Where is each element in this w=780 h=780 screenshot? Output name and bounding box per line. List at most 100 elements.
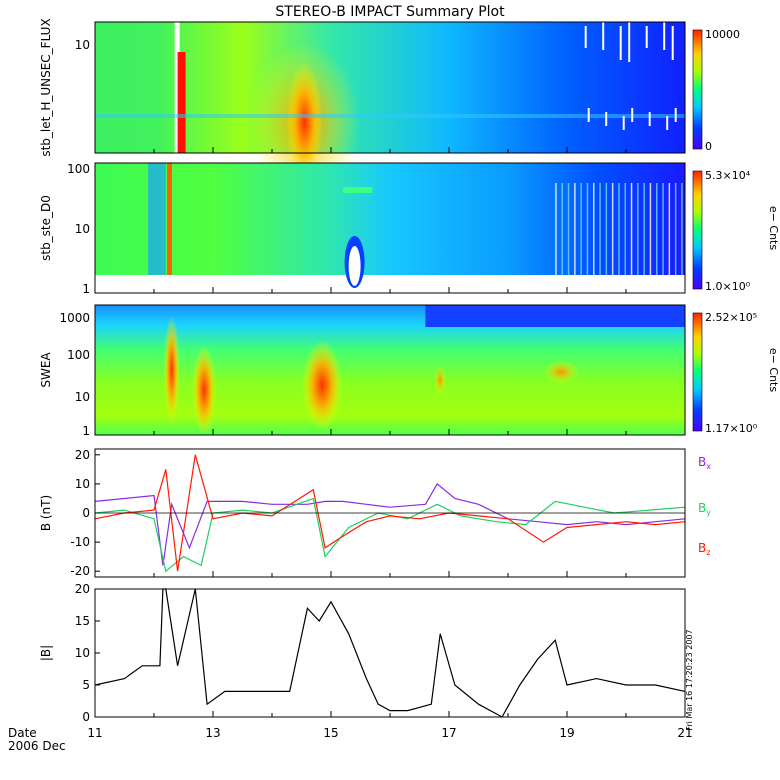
data-gap <box>681 183 683 275</box>
colorbar-title: e− Cnts <box>767 206 780 250</box>
data-gap <box>674 183 677 275</box>
data-gap <box>622 116 625 130</box>
legend-by: By <box>698 501 711 517</box>
spectrogram-panel-2: 5.3×10⁴ 1.0×10⁰ e− Cnts stb_ste_D0 100 10 1 <box>39 162 780 296</box>
x-axis: 11 13 15 17 19 21 <box>87 147 693 740</box>
y-axis-label: B (nT) <box>39 495 53 531</box>
data-gap <box>671 26 674 60</box>
y-tick-label: 10 <box>75 646 90 660</box>
colorbar <box>692 312 703 432</box>
y-tick-label: 10 <box>75 222 90 236</box>
electron-enhancement <box>434 364 447 396</box>
date-year-label: 2006 Dec <box>8 739 66 753</box>
data-gap <box>611 183 614 275</box>
low-count-band <box>425 305 685 327</box>
y-tick-label: -10 <box>70 535 90 549</box>
data-gap <box>662 183 664 275</box>
y-axis-label: |B| <box>39 645 53 661</box>
data-gap <box>619 26 622 60</box>
timestamp: Fri Mar 16 17:20:23 2007 <box>685 629 694 730</box>
line-panel-1: B (nT) 20 10 0 -10 -20 Bx By Bz <box>39 448 711 578</box>
data-gap <box>602 22 605 50</box>
series-by <box>94 497 686 573</box>
electron-enhancement <box>543 360 580 384</box>
data-gap <box>574 183 576 275</box>
data-gap <box>649 183 652 275</box>
data-gap <box>605 183 608 275</box>
y-tick-label: 20 <box>75 448 90 462</box>
date-label: Date <box>8 726 37 740</box>
series-bz <box>94 454 686 572</box>
data-gap <box>587 108 590 122</box>
colorbar <box>692 29 703 150</box>
y-tick-label: 1 <box>82 424 90 438</box>
data-gap <box>628 22 631 62</box>
data-gap <box>637 183 639 275</box>
data-gap <box>618 183 620 275</box>
data-gap <box>555 183 557 275</box>
spectrogram-panel-3: 2.52×10⁵ 1.17×10⁰ e− Cnts SWEA 1000 100 10 1 <box>39 304 780 438</box>
series-bmag <box>94 588 686 718</box>
colorbar-max-label: 2.52×10⁵ <box>705 311 757 324</box>
colorbar <box>692 170 703 290</box>
data-gap <box>656 183 658 275</box>
y-tick-label: 10 <box>75 477 90 491</box>
colorbar-title: e− Cnts <box>767 348 780 392</box>
flux-peak <box>286 62 323 182</box>
x-tick-label: 11 <box>87 726 102 740</box>
flux-band <box>95 114 685 118</box>
data-gap <box>666 116 669 130</box>
band <box>95 22 166 153</box>
y-tick-label: -20 <box>70 564 90 578</box>
y-tick-label: 10 <box>75 390 90 404</box>
electron-enhancement <box>192 345 217 435</box>
legend-bx: Bx <box>698 455 711 471</box>
y-tick-label: 10 <box>75 38 90 52</box>
y-tick-label: 100 <box>67 348 90 362</box>
data-gap <box>648 112 651 126</box>
data-gap <box>663 22 666 50</box>
panel-frame <box>94 588 686 718</box>
series-bx <box>94 482 686 566</box>
data-gap <box>643 183 645 275</box>
y-axis-label: stb_let_H_UNSEC_FLUX <box>39 18 53 156</box>
spectrogram-panel-1: 10000 0 stb_let_H_UNSEC_FLUX 10 <box>39 18 740 202</box>
electron-enhancement <box>302 340 343 430</box>
data-gap <box>593 183 595 275</box>
y-tick-label: 15 <box>75 614 90 628</box>
y-tick-label: 0 <box>82 710 90 724</box>
spectrogram-fill <box>95 163 685 293</box>
data-gap <box>668 183 671 275</box>
data-gap <box>624 183 626 275</box>
plot-title: STEREO-B IMPACT Summary Plot <box>275 4 505 20</box>
y-tick-label: 0 <box>82 506 90 520</box>
low-count-band <box>148 163 166 275</box>
data-gap <box>605 112 608 126</box>
y-tick-label: 1000 <box>59 311 90 325</box>
count-dip-core <box>348 246 361 286</box>
data-gap <box>631 108 634 122</box>
count-stripe <box>342 187 373 193</box>
electron-enhancement <box>163 315 180 425</box>
x-tick-label: 17 <box>441 726 456 740</box>
flux-spike <box>177 52 186 153</box>
colorbar-max-label: 5.3×10⁴ <box>705 169 751 182</box>
colorbar-min-label: 1.0×10⁰ <box>705 280 751 293</box>
legend-bz: Bz <box>698 541 710 557</box>
data-gap <box>567 183 570 275</box>
data-gap <box>561 183 563 275</box>
colorbar-min-label: 0 <box>705 140 712 153</box>
x-tick-label: 19 <box>559 726 574 740</box>
count-spike <box>166 163 172 275</box>
y-tick-label: 5 <box>82 678 90 692</box>
line-panel-2: |B| 20 15 10 5 0 <box>39 582 686 724</box>
data-gap <box>174 22 180 153</box>
data-gap <box>586 183 589 275</box>
y-tick-label: 100 <box>67 162 90 176</box>
y-axis-label: SWEA <box>39 352 53 388</box>
data-gap <box>630 183 633 275</box>
colorbar-max-label: 10000 <box>705 28 740 41</box>
x-tick-label: 21 <box>677 726 692 740</box>
